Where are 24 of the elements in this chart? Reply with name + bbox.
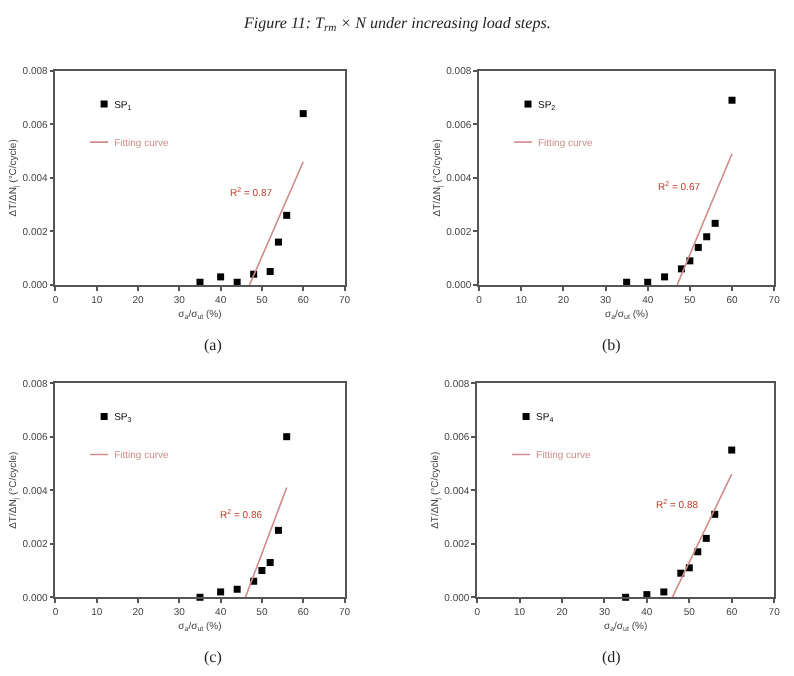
point <box>258 567 266 575</box>
text: (c) <box>204 648 223 666</box>
point <box>703 233 711 241</box>
point <box>266 268 274 276</box>
point <box>702 534 710 542</box>
point <box>283 433 291 441</box>
point <box>217 273 225 281</box>
point <box>728 96 736 104</box>
text: Figure 11: T$_{rm}$ × N under increasing load steps. <box>242 14 551 36</box>
point <box>661 273 669 281</box>
point <box>711 219 719 227</box>
point <box>274 526 282 534</box>
point <box>266 558 274 566</box>
point <box>217 588 225 596</box>
point <box>694 243 702 251</box>
text: (a) <box>204 336 223 354</box>
point <box>233 585 241 593</box>
text: (b) <box>602 336 622 354</box>
text: (d) <box>602 648 622 666</box>
point <box>728 446 736 454</box>
point <box>283 211 291 219</box>
point <box>660 588 668 596</box>
point <box>274 238 282 246</box>
point <box>299 110 307 118</box>
